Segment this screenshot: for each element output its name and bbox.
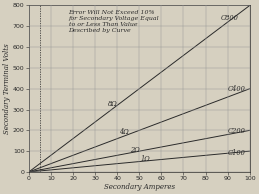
- X-axis label: Secondary Amperes: Secondary Amperes: [104, 183, 175, 191]
- Text: 2Ω: 2Ω: [130, 146, 140, 154]
- Text: 1Ω: 1Ω: [141, 155, 151, 164]
- Text: C800: C800: [221, 14, 239, 22]
- Text: 4Ω: 4Ω: [119, 128, 129, 136]
- Y-axis label: Secondary Terminal Volts: Secondary Terminal Volts: [3, 43, 11, 134]
- Text: 8Ω: 8Ω: [108, 100, 118, 108]
- Text: C200: C200: [228, 127, 246, 135]
- Text: C100: C100: [228, 149, 246, 157]
- Text: Error Will Not Exceed 10%
for Secondary Voltage Equal
to or Less Than Value
Desc: Error Will Not Exceed 10% for Secondary …: [69, 10, 159, 33]
- Text: C400: C400: [228, 85, 246, 93]
